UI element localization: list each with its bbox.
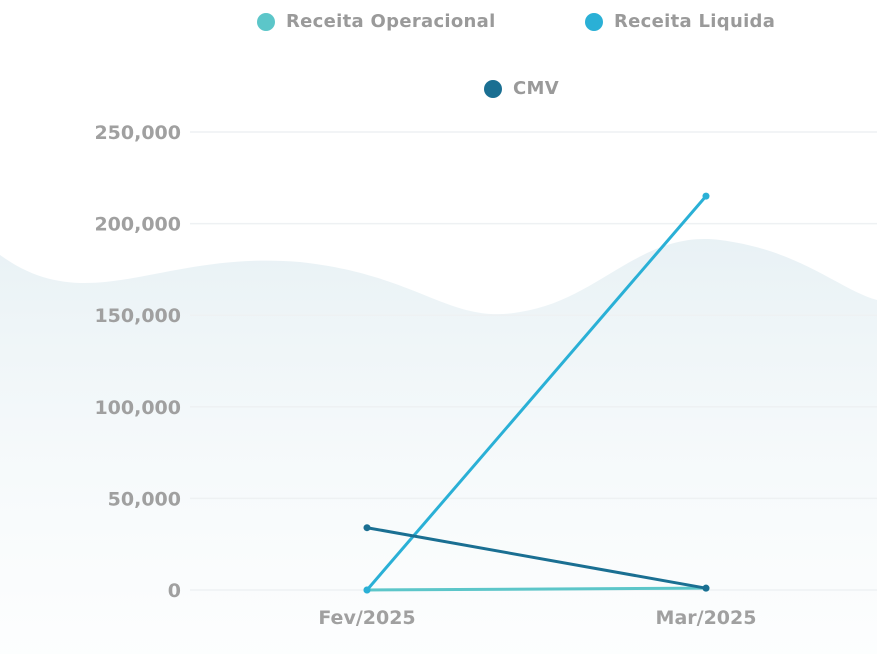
grid-layer [190,131,877,591]
legend-label-receita-liquida: Receita Liquida [614,11,776,32]
background-wave [0,239,877,654]
legend-item-cmv[interactable]: CMV [484,78,559,99]
data-point[interactable] [702,192,710,200]
y-tick-label: 150,000 [94,305,181,327]
x-axis: Fev/2025 Mar/2025 [318,607,756,629]
data-point[interactable] [363,586,371,594]
y-tick-label: 100,000 [94,397,181,419]
series-line-receita-liquida [365,195,708,591]
legend-swatch-receita-operacional [257,12,275,31]
data-point[interactable] [363,524,371,532]
x-tick-label: Mar/2025 [656,607,757,629]
y-axis: 250,000 200,000 150,000 100,000 50,000 0 [94,122,181,602]
y-tick-label: 0 [168,580,181,602]
series-line-receita-operacional [366,586,707,592]
y-tick-label: 200,000 [94,214,181,236]
y-tick-label: 50,000 [108,488,181,510]
data-point[interactable] [702,584,710,592]
y-tick-label: 250,000 [94,122,181,144]
legend-label-cmv: CMV [513,78,559,99]
legend-swatch-cmv [484,79,502,98]
series-layer [363,192,710,594]
legend-item-receita-liquida[interactable]: Receita Liquida [585,11,775,32]
legend-label-receita-operacional: Receita Operacional [286,11,496,32]
x-tick-label: Fev/2025 [318,607,415,629]
legend-swatch-receita-liquida [585,12,603,31]
series-line-cmv [366,526,707,590]
legend-item-receita-operacional[interactable]: Receita Operacional [257,11,496,32]
